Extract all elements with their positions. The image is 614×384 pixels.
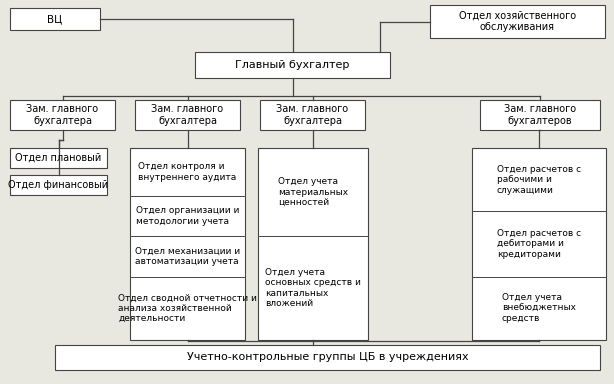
Bar	[472, 148, 606, 340]
Text: Отдел финансовый: Отдел финансовый	[9, 180, 109, 190]
Text: Отдел учета
материальных
ценностей: Отдел учета материальных ценностей	[278, 177, 348, 207]
Bar	[130, 148, 245, 340]
Text: Отдел организации и
методологии учета: Отдел организации и методологии учета	[136, 207, 239, 226]
Text: Отдел учета
основных средств и
капитальных
вложений: Отдел учета основных средств и капитальн…	[265, 268, 361, 308]
Text: Отдел сводной отчетности и
анализа хозяйственной
деятельности: Отдел сводной отчетности и анализа хозяй…	[118, 293, 257, 323]
Text: Зам. главного
бухгалтера: Зам. главного бухгалтера	[152, 104, 223, 126]
Bar	[10, 8, 100, 30]
Text: Отдел плановый: Отдел плановый	[15, 153, 102, 163]
Bar	[55, 345, 600, 370]
Text: Отдел расчетов с
рабочими и
служащими: Отдел расчетов с рабочими и служащими	[497, 165, 581, 195]
Bar	[258, 148, 368, 340]
Text: Отдел хозяйственного
обслуживания: Отдел хозяйственного обслуживания	[459, 11, 576, 32]
Text: ВЦ: ВЦ	[47, 14, 63, 24]
Bar	[430, 5, 605, 38]
Bar	[10, 175, 107, 195]
Text: Отдел механизации и
автоматизации учета: Отдел механизации и автоматизации учета	[135, 247, 240, 266]
Text: Главный бухгалтер: Главный бухгалтер	[235, 60, 350, 70]
Bar	[10, 148, 107, 168]
Bar	[195, 52, 390, 78]
Text: Зам. главного
бухгалтера: Зам. главного бухгалтера	[276, 104, 349, 126]
Text: Зам. главного
бухгалтера: Зам. главного бухгалтера	[26, 104, 99, 126]
Bar	[10, 100, 115, 130]
Text: Отдел контроля и
внутреннего аудита: Отдел контроля и внутреннего аудита	[138, 162, 236, 182]
Text: Отдел учета
внебюджетных
средств: Отдел учета внебюджетных средств	[502, 293, 576, 323]
Text: Отдел расчетов с
дебиторами и
кредиторами: Отдел расчетов с дебиторами и кредиторам…	[497, 229, 581, 259]
Bar	[480, 100, 600, 130]
Bar	[135, 100, 240, 130]
Text: Зам. главного
бухгалтеров: Зам. главного бухгалтеров	[504, 104, 576, 126]
Bar	[260, 100, 365, 130]
Text: Учетно-контрольные группы ЦБ в учреждениях: Учетно-контрольные группы ЦБ в учреждени…	[187, 353, 468, 362]
